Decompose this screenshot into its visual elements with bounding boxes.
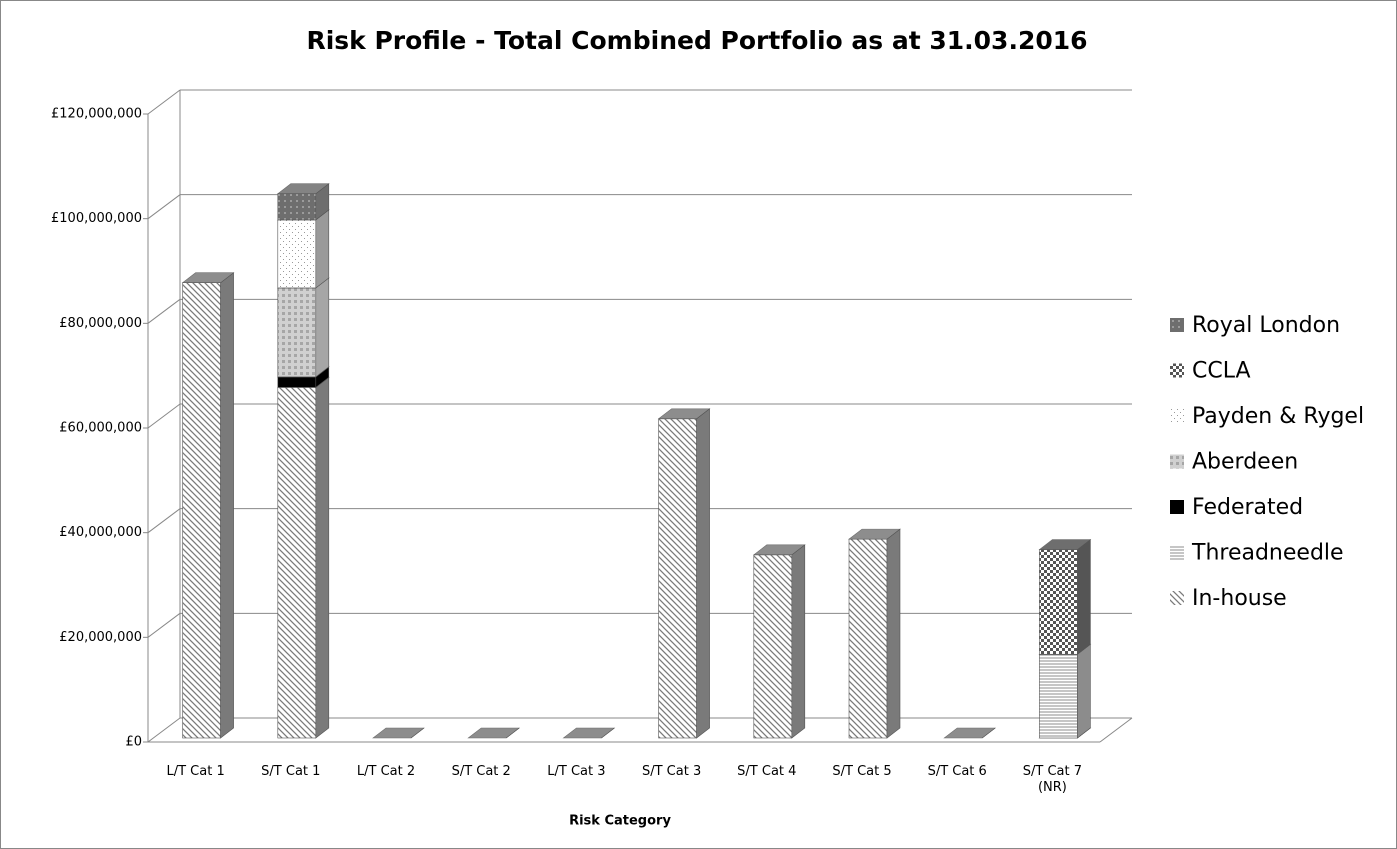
floor-edge [1099, 717, 1133, 743]
bar-front [277, 387, 317, 739]
y-tick-label: £80,000,000 [59, 316, 142, 331]
bar-side [1077, 538, 1091, 655]
bar-segment [276, 209, 330, 289]
legend-swatch [1170, 500, 1184, 514]
legend-swatch [1170, 454, 1184, 469]
legend-label: Royal London [1192, 313, 1340, 338]
legend-label: Threadneedle [1191, 541, 1344, 566]
grid-diagonal [147, 508, 181, 534]
bar-side [315, 209, 330, 289]
y-tick-label: £100,000,000 [51, 211, 142, 226]
x-tick-label: S/T Cat 3 [641, 764, 702, 779]
legend-label: Payden & Rygel [1192, 404, 1364, 429]
legend-swatch [1170, 409, 1184, 423]
legend-label: In-house [1192, 586, 1287, 611]
bar-top [1038, 539, 1092, 550]
bar-top [562, 727, 616, 739]
bar-segment [562, 727, 616, 739]
legend-swatch [1170, 363, 1184, 378]
legend-swatch [1170, 545, 1184, 560]
bar-top [276, 183, 330, 195]
bar-side [315, 277, 330, 378]
y-tick-label: £60,000,000 [59, 421, 142, 436]
x-tick-label: S/T Cat 1 [261, 764, 321, 779]
bar-front [277, 193, 317, 221]
x-tick-label: L/T Cat 1 [166, 764, 225, 779]
bar-front [753, 554, 793, 739]
legend-label: Aberdeen [1192, 450, 1298, 475]
bar-segment [657, 408, 711, 739]
x-tick-label: L/T Cat 2 [356, 764, 416, 779]
legend-swatch [1170, 318, 1184, 332]
bar-side [886, 528, 901, 739]
grid-diagonal [147, 89, 181, 115]
grid-diagonal [147, 717, 181, 743]
grid-diagonal [147, 403, 181, 429]
bar-front [182, 282, 221, 739]
bar-top [467, 727, 521, 739]
bar-front [658, 418, 697, 739]
bar-segment [943, 727, 997, 739]
bar-side [1077, 643, 1091, 739]
x-axis-title: Risk Category [569, 814, 671, 829]
x-tick-label: L/T Cat 3 [547, 764, 606, 779]
bar-segment [276, 183, 330, 221]
y-tick-label: £120,000,000 [51, 107, 142, 122]
bar-front [277, 219, 317, 289]
bar-segment [467, 727, 521, 739]
bar-top [848, 528, 901, 540]
bar-front [277, 376, 317, 388]
legend-swatch [1170, 591, 1184, 605]
bar-top [372, 727, 425, 739]
grid-diagonal [147, 194, 181, 220]
x-tick-label: S/T Cat 2 [451, 764, 511, 779]
bar-side [220, 272, 234, 739]
bar-front [1039, 653, 1078, 739]
bar-top [657, 408, 711, 420]
chart-title: Risk Profile - Total Combined Portfolio … [306, 26, 1087, 55]
bar-front [1039, 549, 1078, 655]
bar-top [181, 272, 235, 284]
bar-segment [276, 277, 330, 378]
bar-segment [372, 727, 425, 739]
x-tick-label: S/T Cat 4 [737, 764, 797, 779]
y-tick-label: £20,000,000 [59, 630, 142, 645]
grid-diagonal [147, 298, 181, 324]
legend-label: CCLA [1192, 359, 1251, 384]
bar-segment [752, 544, 806, 739]
bar-segment [1038, 538, 1092, 655]
y-tick-label: £40,000,000 [59, 525, 142, 540]
bar-front [277, 287, 317, 378]
x-tick-label: S/T Cat 6 [927, 764, 987, 779]
x-tick-label: S/T Cat 7 (NR) [1022, 764, 1083, 795]
y-tick-label: £0 [125, 735, 142, 750]
bar-segment [276, 376, 330, 739]
bar-segment [1038, 643, 1092, 739]
bar-segment [181, 272, 235, 739]
bar-side [791, 544, 806, 739]
bar-top [752, 544, 806, 556]
bar-top [943, 727, 997, 739]
x-tick-label: S/T Cat 5 [832, 764, 892, 779]
bar-side [696, 408, 710, 739]
bar-side [315, 376, 330, 739]
bar-front [848, 538, 888, 739]
bar-segment [848, 528, 901, 739]
grid-diagonal [147, 612, 181, 638]
legend-label: Federated [1192, 495, 1303, 520]
